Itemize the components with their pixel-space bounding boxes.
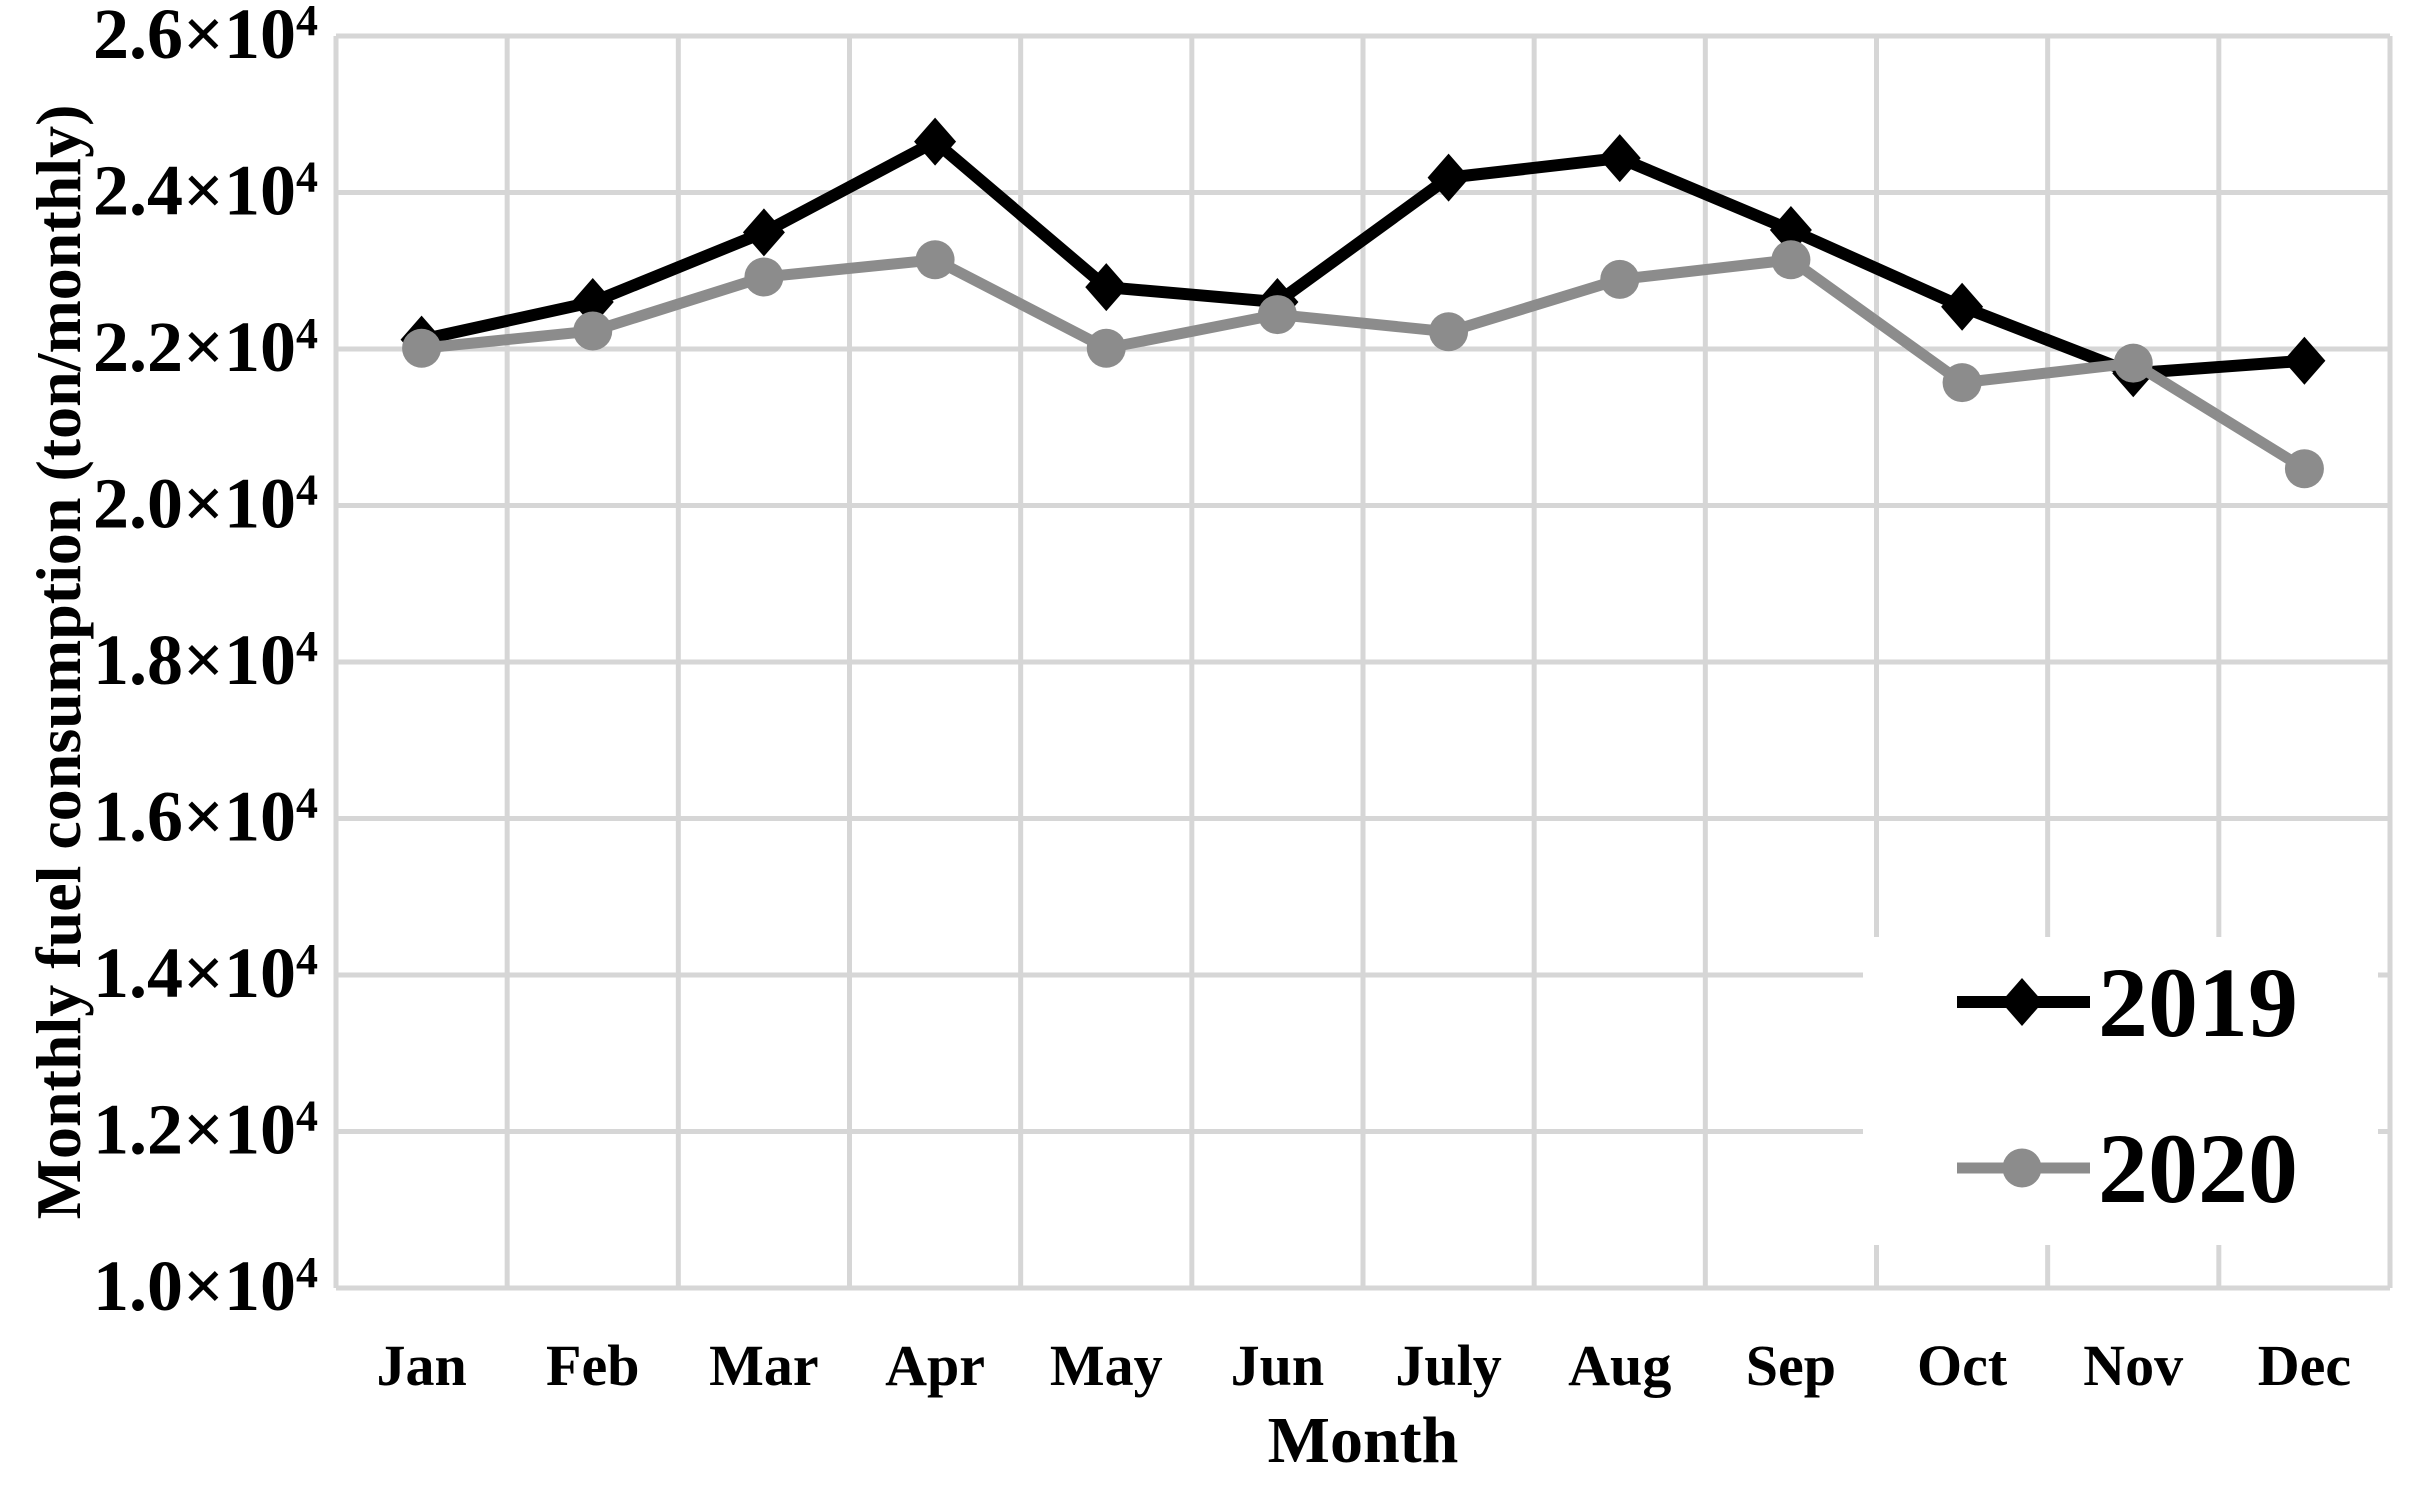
data-point-diamond bbox=[914, 117, 957, 166]
data-point-diamond bbox=[2283, 336, 2326, 385]
y-tick-label: 1.2×104 bbox=[93, 1090, 318, 1170]
data-point-circle bbox=[1086, 328, 1126, 368]
data-point-circle bbox=[915, 240, 955, 280]
legend-background bbox=[1863, 937, 2378, 1245]
data-point-diamond bbox=[571, 278, 614, 327]
legend-entry-2020: 2020 bbox=[1957, 1113, 2298, 1224]
x-tick-label: Aug bbox=[1568, 1333, 1671, 1398]
data-point-circle bbox=[2284, 449, 2324, 489]
x-tick-label: Dec bbox=[2258, 1333, 2351, 1398]
x-tick-label: Jun bbox=[1231, 1333, 1325, 1398]
y-tick-label: 2.0×104 bbox=[93, 464, 318, 544]
data-series-layer bbox=[400, 117, 2326, 489]
data-point-diamond bbox=[1085, 263, 1128, 312]
data-point-circle bbox=[2113, 343, 2153, 383]
data-point-circle bbox=[1257, 295, 1297, 335]
y-axis-tick-labels: 2.6×104 2.4×104 2.2×104 2.0×104 1.8×104 1.6×1… bbox=[93, 0, 318, 1326]
data-point-circle bbox=[1429, 312, 1469, 352]
grid-lines bbox=[333, 33, 2393, 1291]
data-point-diamond bbox=[1427, 153, 1470, 202]
data-point-circle bbox=[1600, 259, 1640, 299]
y-tick-label: 2.2×104 bbox=[93, 307, 318, 387]
data-point-diamond bbox=[1769, 206, 1812, 255]
data-point-diamond bbox=[742, 208, 785, 257]
y-tick-label: 1.6×104 bbox=[93, 777, 318, 857]
data-point-circle bbox=[1942, 363, 1982, 403]
y-tick-label: 2.6×104 bbox=[93, 0, 318, 74]
legend-entry-2019: 2019 bbox=[1957, 947, 2298, 1058]
y-tick-label: 1.4×104 bbox=[93, 933, 318, 1013]
series-2019 bbox=[400, 117, 2326, 398]
x-tick-label: Nov bbox=[2083, 1333, 2183, 1398]
legend-key-diamond bbox=[2001, 978, 2043, 1026]
x-tick-label: May bbox=[1050, 1333, 1163, 1398]
data-point-circle bbox=[1771, 240, 1811, 280]
data-point-circle bbox=[744, 257, 784, 297]
x-tick-label: Mar bbox=[709, 1333, 819, 1398]
x-axis-title: Month bbox=[1268, 1404, 1459, 1477]
data-point-diamond bbox=[1598, 134, 1641, 183]
data-point-circle bbox=[573, 311, 613, 351]
legend-background-layer bbox=[1863, 937, 2378, 1245]
y-axis-title: Monthly fuel consumption (ton/monthly) bbox=[23, 105, 94, 1220]
legend-key-circle bbox=[2002, 1148, 2042, 1188]
y-tick-label: 1.8×104 bbox=[93, 620, 318, 700]
x-axis-tick-labels: Jan Feb Mar Apr May Jun July Aug Sep Oct Nov Dec bbox=[376, 1333, 2351, 1398]
series-2020 bbox=[402, 240, 2324, 489]
x-tick-label: Jan bbox=[376, 1333, 466, 1398]
legend-label: 2020 bbox=[2098, 1113, 2298, 1224]
series-line-2019 bbox=[420, 135, 2305, 380]
x-tick-label: Feb bbox=[546, 1333, 639, 1398]
x-tick-label: July bbox=[1395, 1333, 1501, 1398]
legend: 2019 2020 bbox=[1957, 947, 2298, 1224]
data-point-circle bbox=[402, 328, 442, 368]
y-tick-label: 1.0×104 bbox=[93, 1246, 318, 1326]
series-line-2020 bbox=[421, 254, 2308, 474]
x-tick-label: Sep bbox=[1746, 1333, 1836, 1398]
x-tick-label: Apr bbox=[885, 1333, 985, 1398]
y-tick-label: 2.4×104 bbox=[93, 151, 318, 231]
data-point-diamond bbox=[1941, 282, 1984, 331]
x-tick-label: Oct bbox=[1917, 1333, 2008, 1398]
legend-label: 2019 bbox=[2098, 947, 2298, 1058]
